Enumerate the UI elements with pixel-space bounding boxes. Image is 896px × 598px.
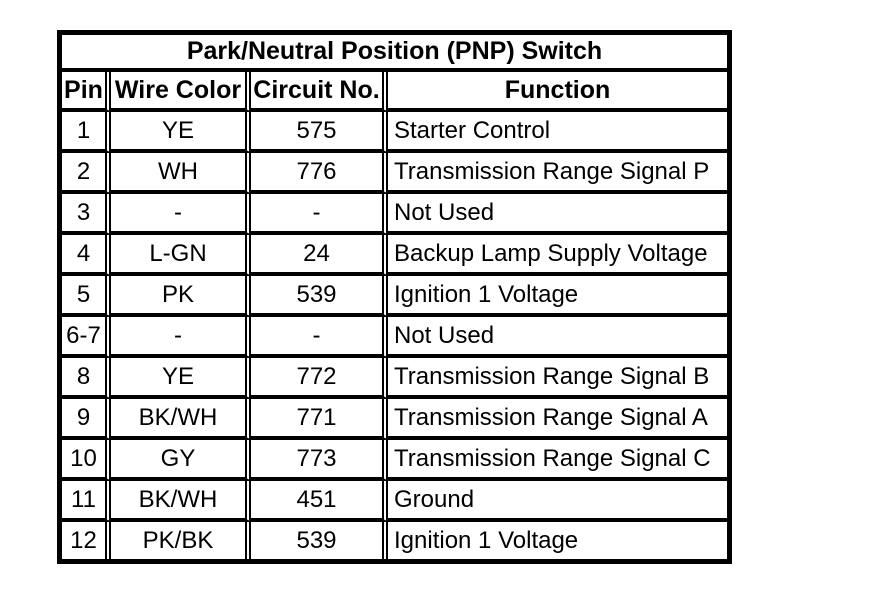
- pin-cell: 12: [62, 522, 111, 559]
- circuit-no-cell: 539: [251, 276, 388, 317]
- wire-color-cell: L-GN: [111, 235, 251, 276]
- pin-cell: 10: [62, 440, 111, 481]
- wire-color-cell: YE: [111, 112, 251, 153]
- function-cell: Not Used: [388, 317, 727, 358]
- wire-color-cell: GY: [111, 440, 251, 481]
- pin-cell: 2: [62, 153, 111, 194]
- column-header-function: Function: [388, 72, 727, 112]
- circuit-no-cell: 451: [251, 481, 388, 522]
- table-title-row: Park/Neutral Position (PNP) Switch: [62, 35, 727, 72]
- circuit-no-cell: 575: [251, 112, 388, 153]
- function-cell: Ground: [388, 481, 727, 522]
- wire-color-cell: BK/WH: [111, 481, 251, 522]
- circuit-no-cell: -: [251, 317, 388, 358]
- table-row: 12 PK/BK 539 Ignition 1 Voltage: [62, 522, 727, 559]
- pnp-switch-table: Park/Neutral Position (PNP) Switch Pin W…: [57, 30, 732, 564]
- circuit-no-cell: -: [251, 194, 388, 235]
- pin-cell: 4: [62, 235, 111, 276]
- table-row: 4 L-GN 24 Backup Lamp Supply Voltage: [62, 235, 727, 276]
- table-row: 8 YE 772 Transmission Range Signal B: [62, 358, 727, 399]
- function-cell: Ignition 1 Voltage: [394, 526, 579, 554]
- wire-color-cell: BK/WH: [111, 399, 251, 440]
- circuit-no-cell: 772: [251, 358, 388, 399]
- wire-color-cell: PK: [111, 276, 251, 317]
- table-row: 3 - - Not Used: [62, 194, 727, 235]
- function-cell: Not Used: [388, 194, 727, 235]
- wire-color-cell: YE: [111, 358, 251, 399]
- table-row: 9 BK/WH 771 Transmission Range Signal A: [62, 399, 727, 440]
- table-row: 6-7 - - Not Used: [62, 317, 727, 358]
- function-cell: Transmission Range Signal C: [388, 440, 727, 481]
- function-cell: Backup Lamp Supply Voltage: [388, 235, 727, 276]
- pin-cell: 8: [62, 358, 111, 399]
- function-cell: Transmission Range Signal B: [388, 358, 727, 399]
- pin-cell: 5: [62, 276, 111, 317]
- function-cell: Ignition 1 Voltage: [388, 276, 727, 317]
- table-header-row: Pin Wire Color Circuit No. Function: [62, 72, 727, 112]
- pin-cell: 9: [62, 399, 111, 440]
- column-header-wire-color: Wire Color: [111, 72, 251, 112]
- table-row: 5 PK 539 Ignition 1 Voltage: [62, 276, 727, 317]
- table-row: 1 YE 575 Starter Control: [62, 112, 727, 153]
- pin-cell: 3: [62, 194, 111, 235]
- column-header-pin: Pin: [62, 72, 111, 112]
- wire-color-cell: PK/BK: [111, 522, 251, 559]
- function-cell: Starter Control: [388, 112, 727, 153]
- wire-color-cell: -: [111, 317, 251, 358]
- circuit-no-cell: 771: [251, 399, 388, 440]
- table-title: Park/Neutral Position (PNP) Switch: [62, 35, 727, 72]
- wire-color-cell: WH: [111, 153, 251, 194]
- function-cell: Transmission Range Signal A: [388, 399, 727, 440]
- circuit-no-cell: 24: [251, 235, 388, 276]
- pin-cell: 6-7: [62, 317, 111, 358]
- table-row: 11 BK/WH 451 Ground: [62, 481, 727, 522]
- circuit-no-cell: 773: [251, 440, 388, 481]
- wire-color-cell: -: [111, 194, 251, 235]
- circuit-no-cell: 776: [251, 153, 388, 194]
- function-cell: Transmission Range Signal P: [388, 153, 727, 194]
- table-row: 10 GY 773 Transmission Range Signal C: [62, 440, 727, 481]
- circuit-no-cell: 539: [251, 522, 388, 559]
- pin-cell: 11: [62, 481, 111, 522]
- table-row: 2 WH 776 Transmission Range Signal P: [62, 153, 727, 194]
- pin-cell: 1: [62, 112, 111, 153]
- column-header-circuit-no: Circuit No.: [251, 72, 388, 112]
